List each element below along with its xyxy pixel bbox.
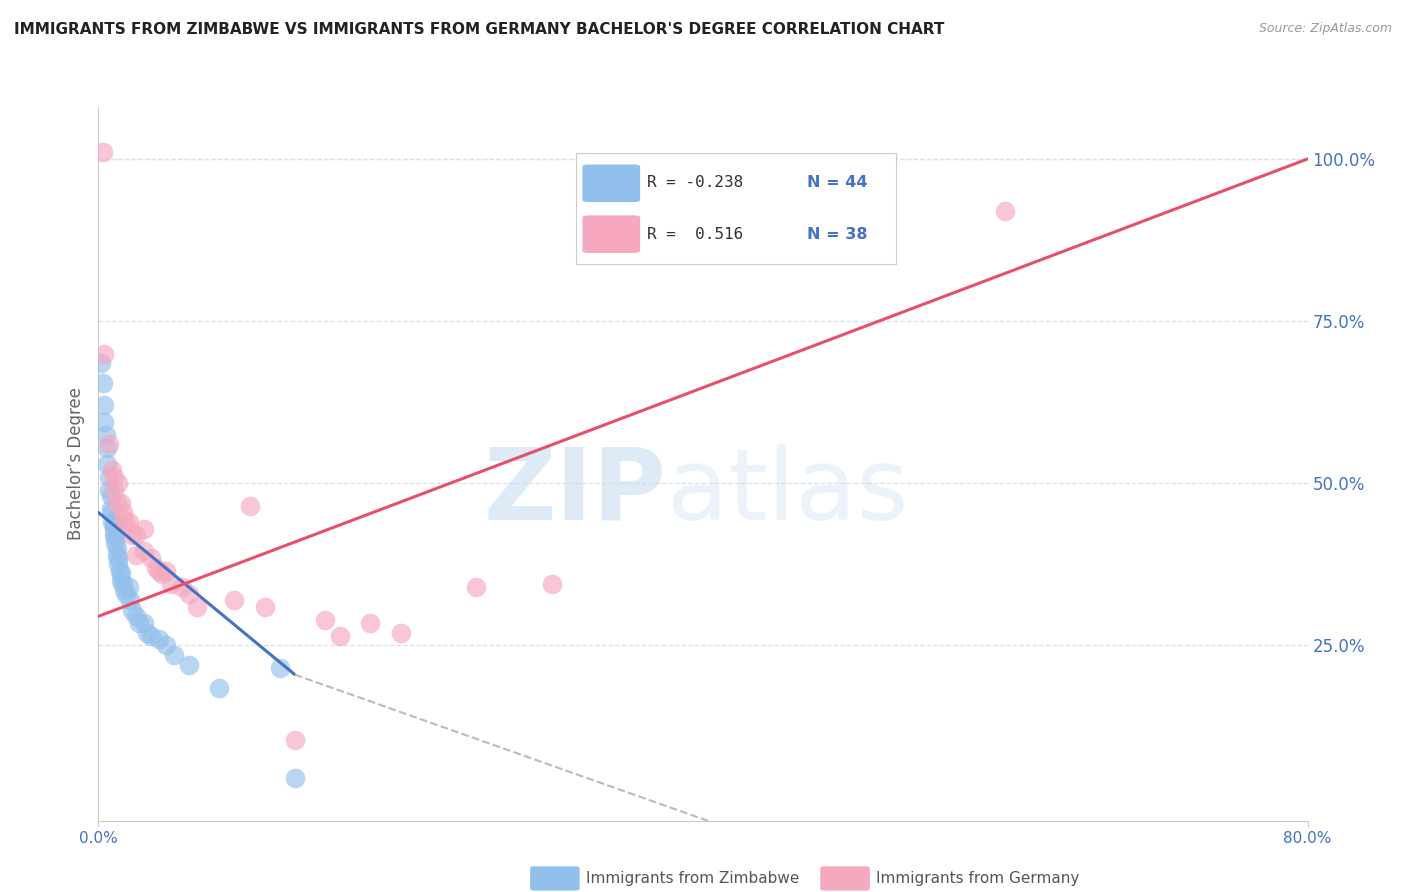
Point	[284, 772, 307, 786]
Point	[145, 560, 167, 574]
Point	[101, 515, 124, 529]
Point	[540, 577, 562, 591]
Point	[96, 457, 118, 471]
Point	[360, 615, 382, 630]
Point	[96, 441, 118, 455]
Point	[208, 681, 231, 695]
Point	[93, 346, 115, 360]
Point	[111, 577, 134, 591]
Text: Source: ZipAtlas.com: Source: ZipAtlas.com	[1258, 22, 1392, 36]
Y-axis label: Bachelor’s Degree: Bachelor’s Degree	[66, 387, 84, 541]
Point	[107, 476, 129, 491]
Point	[91, 376, 114, 390]
Point	[179, 586, 201, 600]
Point	[105, 548, 128, 562]
Point	[132, 615, 155, 630]
Point	[269, 661, 291, 675]
Point	[141, 550, 163, 565]
Point	[150, 567, 173, 582]
Point	[128, 615, 150, 630]
Point	[104, 536, 127, 550]
Point	[994, 203, 1017, 218]
FancyBboxPatch shape	[820, 866, 870, 890]
Point	[125, 609, 148, 624]
Point	[110, 574, 132, 588]
Point	[103, 522, 125, 536]
Point	[93, 415, 115, 429]
Point	[112, 512, 135, 526]
Point	[284, 732, 307, 747]
Point	[389, 625, 412, 640]
Point	[135, 625, 157, 640]
Point	[132, 522, 155, 536]
Point	[170, 580, 193, 594]
Point	[253, 599, 276, 614]
FancyBboxPatch shape	[530, 866, 579, 890]
Point	[121, 603, 143, 617]
Point	[108, 564, 131, 578]
Point	[125, 528, 148, 542]
Point	[465, 580, 488, 594]
Point	[121, 528, 143, 542]
Point	[224, 593, 246, 607]
Point	[114, 518, 136, 533]
Point	[132, 544, 155, 558]
Point	[141, 629, 163, 643]
Point	[103, 528, 125, 542]
Point	[148, 564, 170, 578]
Point	[94, 427, 117, 442]
Point	[98, 483, 121, 497]
Point	[103, 470, 125, 484]
Point	[98, 437, 121, 451]
Text: IMMIGRANTS FROM ZIMBABWE VS IMMIGRANTS FROM GERMANY BACHELOR'S DEGREE CORRELATIO: IMMIGRANTS FROM ZIMBABWE VS IMMIGRANTS F…	[14, 22, 945, 37]
Point	[155, 564, 177, 578]
Point	[107, 550, 129, 565]
Point	[105, 496, 128, 510]
Point	[125, 548, 148, 562]
Point	[101, 463, 124, 477]
Point	[93, 399, 115, 413]
Point	[114, 586, 136, 600]
Point	[110, 496, 132, 510]
Text: atlas: atlas	[666, 444, 908, 541]
Point	[103, 483, 125, 497]
Point	[314, 613, 336, 627]
Point	[100, 502, 122, 516]
Point	[239, 499, 262, 513]
Point	[112, 583, 135, 598]
Point	[100, 489, 122, 503]
Point	[163, 648, 186, 663]
Point	[120, 593, 142, 607]
Point	[160, 577, 183, 591]
Point	[329, 629, 352, 643]
Point	[104, 532, 127, 546]
Point	[91, 145, 114, 160]
Point	[98, 470, 121, 484]
Point	[118, 580, 141, 594]
Point	[90, 356, 112, 370]
Point	[107, 558, 129, 572]
Point	[101, 506, 124, 520]
Point	[118, 515, 141, 529]
Text: Immigrants from Germany: Immigrants from Germany	[876, 871, 1080, 886]
Point	[148, 632, 170, 646]
Text: ZIP: ZIP	[484, 444, 666, 541]
Point	[111, 506, 134, 520]
Point	[179, 657, 201, 672]
Point	[155, 639, 177, 653]
Point	[186, 599, 208, 614]
Point	[103, 515, 125, 529]
Text: Immigrants from Zimbabwe: Immigrants from Zimbabwe	[586, 871, 799, 886]
Point	[110, 567, 132, 582]
Point	[105, 541, 128, 556]
Point	[103, 518, 125, 533]
